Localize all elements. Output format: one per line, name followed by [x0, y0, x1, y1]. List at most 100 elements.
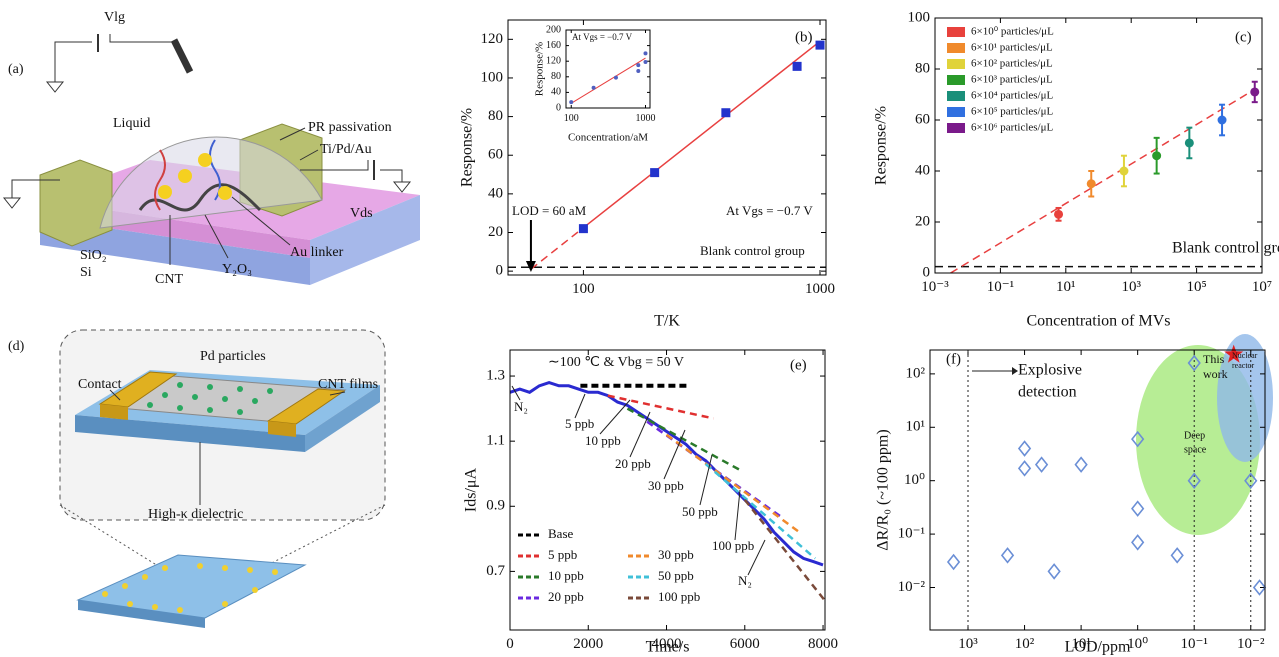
leader [109, 389, 121, 401]
point [636, 68, 641, 73]
leader [231, 196, 291, 246]
legend-label: 6×10⁴ particles/μL [971, 90, 1054, 102]
label: Ti/Pd/Au [320, 142, 372, 157]
x-tick-label: 10⁻¹ [987, 279, 1014, 295]
point [613, 75, 618, 80]
y-tick-label: 60 [488, 147, 503, 163]
y-tick-label: 0 [496, 263, 504, 279]
y-tick-label: 60 [915, 111, 930, 127]
y-tick-label: 20 [915, 213, 930, 229]
annotation: N₂ [514, 399, 528, 414]
pointer [599, 399, 631, 435]
point [643, 51, 648, 56]
annotation: At Vgs = −0.7 V [726, 203, 813, 218]
cnt [138, 183, 262, 212]
legend-label: 20 ppb [548, 589, 584, 604]
y-tick-label: 1.1 [486, 433, 505, 449]
wire [109, 34, 174, 43]
dielectric-front [75, 415, 305, 452]
x-tick-label: 10³ [1121, 279, 1141, 295]
label: Pd particles [200, 349, 266, 364]
legend-label: 5 ppb [548, 547, 577, 562]
x-tick-label: 2000 [573, 636, 603, 652]
label: SiO₂ [80, 248, 107, 263]
point [1054, 209, 1064, 219]
wire [380, 169, 403, 182]
legend-label: 10 ppb [548, 568, 584, 583]
y-tick-label: 120 [481, 31, 504, 47]
x-tick-label: 0 [506, 636, 514, 652]
legend-label: 6×10¹ particles/μL [971, 42, 1053, 54]
label: PR passivation [308, 120, 392, 135]
x-tick-label: 100 [572, 281, 595, 297]
data-line [509, 381, 824, 567]
y-tick-label: 10⁰ [904, 472, 925, 488]
annotation: At Vgs = −0.7 V [572, 32, 633, 42]
y-tick-label: 80 [488, 108, 503, 124]
annotation: ∼100 ℃ & Vbg = 50 V [548, 355, 684, 370]
y-tick-label: 0.9 [486, 498, 505, 514]
contact [268, 421, 296, 437]
plot-frame [565, 29, 651, 109]
legend-swatch [947, 27, 965, 37]
point [1152, 151, 1162, 161]
point [1187, 472, 1201, 489]
legend-label: Base [548, 526, 574, 541]
x-tick-label: 10⁻³ [921, 279, 949, 295]
point [1119, 166, 1129, 176]
au-particle [198, 153, 212, 167]
star-point [1224, 344, 1244, 363]
y-axis-label: Response/% [534, 42, 546, 96]
dna [154, 149, 166, 211]
label: Vlg [104, 10, 125, 25]
y-tick-label: 120 [546, 55, 561, 66]
x-tick-label: 6000 [730, 636, 760, 652]
y-axis-label: Response/% [459, 108, 476, 187]
y-tick-label: 10¹ [906, 419, 926, 435]
legend-label: 6×10⁵ particles/μL [971, 106, 1054, 118]
annotation: Explosive [1018, 362, 1082, 379]
annotation: 100 ppb [712, 538, 754, 553]
y-tick-label: 100 [481, 69, 504, 85]
fit-line [704, 463, 817, 560]
annotation: 5 ppb [565, 416, 594, 431]
leader [204, 214, 229, 259]
x-axis-label: Concentration/aM [568, 132, 648, 144]
point [1184, 138, 1194, 148]
y-tick-label: 20 [488, 224, 503, 240]
annotation: This [1203, 352, 1225, 366]
gate-electrode [170, 38, 194, 74]
label: Liquid [113, 116, 150, 131]
fit-line [950, 88, 1256, 274]
x-tick-label: 10¹ [1056, 279, 1076, 295]
annotation: (b) [795, 29, 813, 45]
au-particle [218, 186, 232, 200]
point [1000, 547, 1015, 564]
point [578, 224, 588, 234]
leader [279, 127, 306, 141]
panel-d-illustration: (d) Pd particles Contact CNT films High-… [8, 329, 386, 628]
plot-frame [929, 349, 1266, 631]
legend-label: 50 ppb [658, 568, 694, 583]
x-tick-label: 10⁷ [1252, 279, 1272, 295]
legend-label: 6×10³ particles/μL [971, 74, 1053, 86]
annotation: 20 ppb [615, 456, 651, 471]
point [1250, 87, 1260, 97]
pointer [511, 385, 521, 401]
leader [299, 149, 319, 161]
y-axis-label: Response/% [873, 106, 890, 185]
lod-arrowhead [525, 261, 536, 272]
pointer [734, 489, 741, 541]
point [1217, 115, 1227, 125]
point [1170, 547, 1184, 564]
x-tick-label: 100 [564, 113, 579, 124]
pointer [663, 429, 686, 480]
legend-label: 100 ppb [658, 589, 700, 604]
ground [45, 81, 65, 93]
point [946, 553, 961, 571]
annotation: Blank control group [1172, 240, 1279, 257]
dielectric-side [305, 385, 380, 452]
point [591, 85, 596, 90]
pointer-head [1012, 367, 1018, 375]
y-tick-label: 0.7 [486, 563, 505, 579]
